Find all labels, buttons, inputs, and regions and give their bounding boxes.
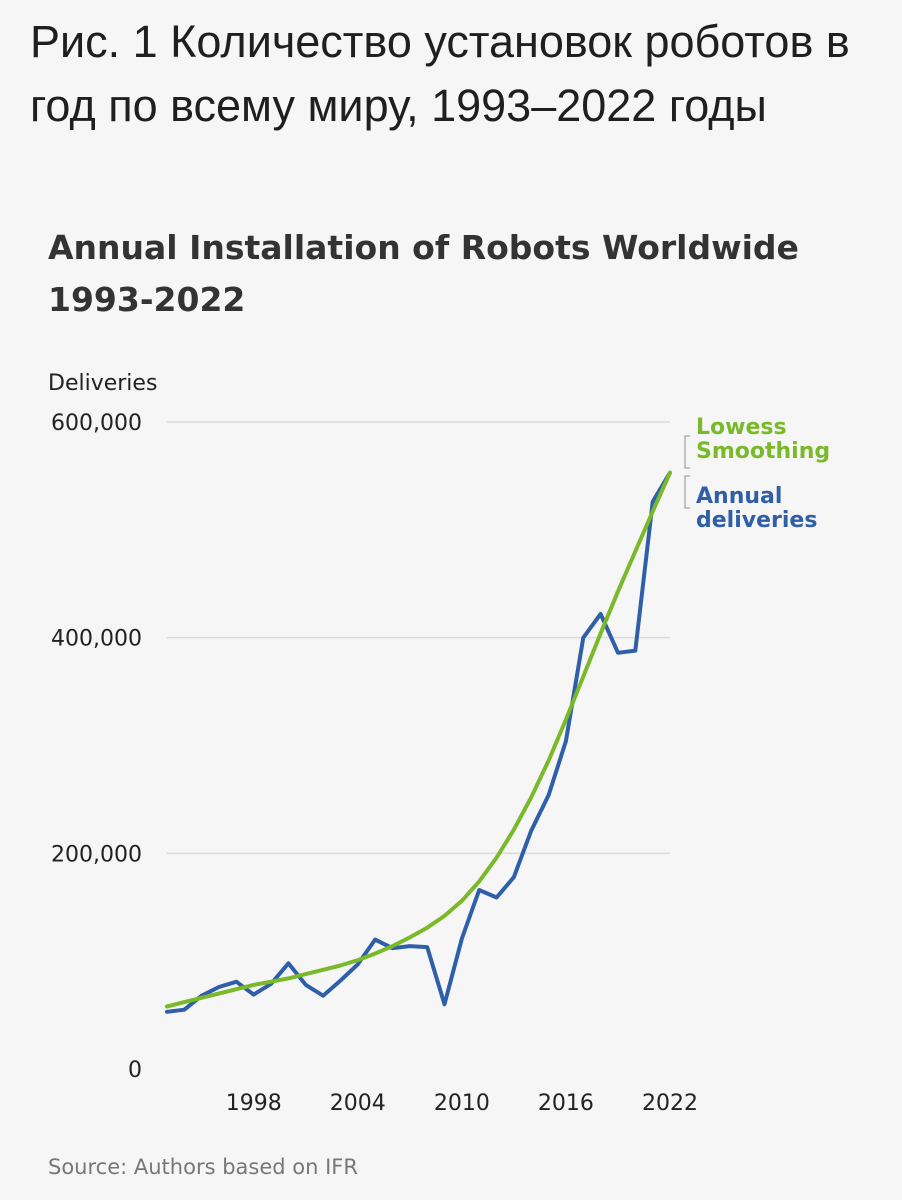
x-tick-label: 2016 [538,1091,594,1116]
line-chart: Deliveries 0 200,000 400,000 600,000 1998 20… [48,371,830,1116]
y-tick-label: 200,000 [51,842,142,867]
legend-label: Annual [696,484,782,509]
x-tick-label: 2022 [642,1091,698,1116]
series-lines [165,470,672,1014]
series-line-annual-deliveries [165,470,672,1014]
x-tick-label: 2010 [434,1091,490,1116]
figure-caption: Рис. 1 Количество установок роботов в го… [30,16,850,131]
source-note: Source: Authors based on IFR [48,1155,358,1179]
legend-label: Smoothing [696,439,830,464]
legend-label: Lowess [696,415,787,440]
x-tick-label: 1998 [226,1091,282,1116]
series-line-lowess-smoothing [165,470,672,1009]
chart-title: Annual Installation of Robots Worldwide … [48,228,799,319]
x-tick-label: 2004 [330,1091,386,1116]
y-tick-label: 400,000 [51,627,142,652]
legend-bracket [684,475,690,509]
x-tick-labels: 1998 2004 2010 2016 2022 [226,1091,698,1116]
y-tick-label: 0 [128,1058,142,1083]
y-tick-labels: 0 200,000 400,000 600,000 [51,411,142,1083]
legend-bracket [684,435,690,469]
y-axis-label: Deliveries [48,371,157,396]
y-tick-label: 600,000 [51,411,142,436]
gridlines [167,421,670,855]
legend-label: deliveries [696,508,817,533]
